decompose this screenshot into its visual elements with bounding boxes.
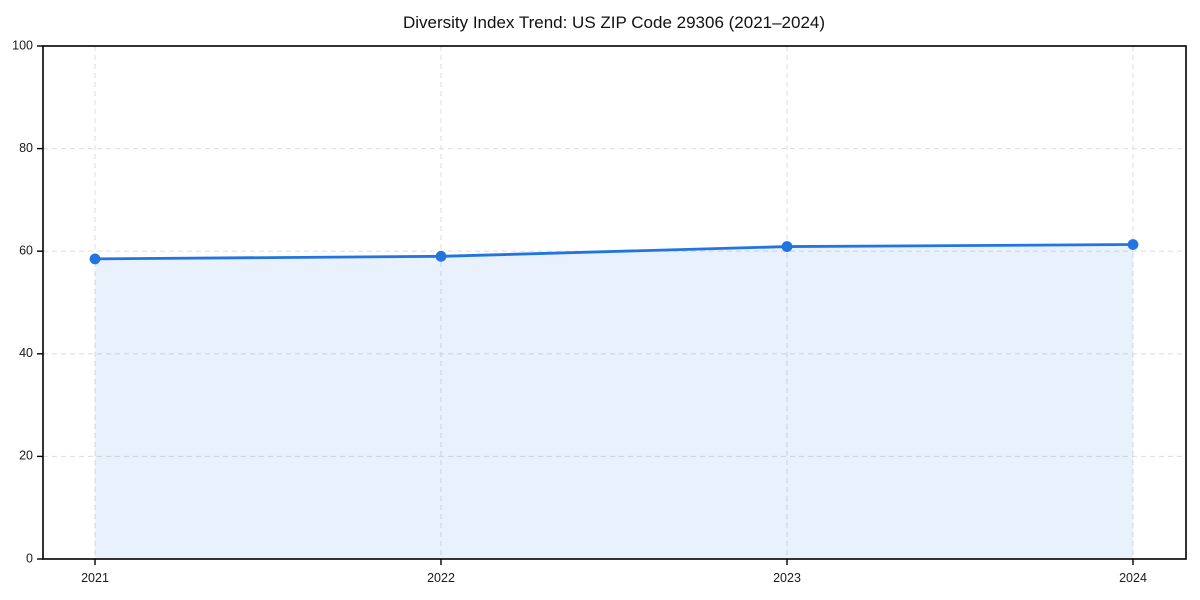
area-fill	[95, 244, 1133, 559]
trend-line	[93, 243, 1135, 261]
y-tick-label: 80	[19, 141, 33, 155]
axis-ticks	[37, 45, 1134, 565]
y-tick-label: 0	[26, 551, 33, 565]
data-point	[1127, 239, 1139, 250]
x-tick-label: 2024	[1119, 571, 1147, 585]
x-tick-label: 2021	[81, 571, 109, 585]
x-tick-label: 2023	[773, 571, 801, 585]
axis-tick-labels: 0 20 40 60 80 100 2021 2022 2023 2024	[12, 38, 1147, 585]
plot-border	[42, 45, 1187, 560]
area-fill-shape	[95, 244, 1133, 559]
x-tick-label: 2022	[427, 571, 455, 585]
trend-polyline	[93, 243, 1135, 261]
data-point-markers	[89, 239, 1139, 265]
y-tick-label: 60	[19, 243, 33, 257]
y-tick-label: 40	[19, 346, 33, 360]
data-point	[89, 253, 101, 265]
axes-spines	[42, 45, 1187, 560]
y-tick-label: 100	[12, 38, 33, 52]
data-point	[435, 250, 447, 262]
data-point	[781, 241, 793, 252]
chart-title: Diversity Index Trend: US ZIP Code 29306…	[403, 13, 825, 32]
y-tick-label: 20	[19, 449, 33, 463]
